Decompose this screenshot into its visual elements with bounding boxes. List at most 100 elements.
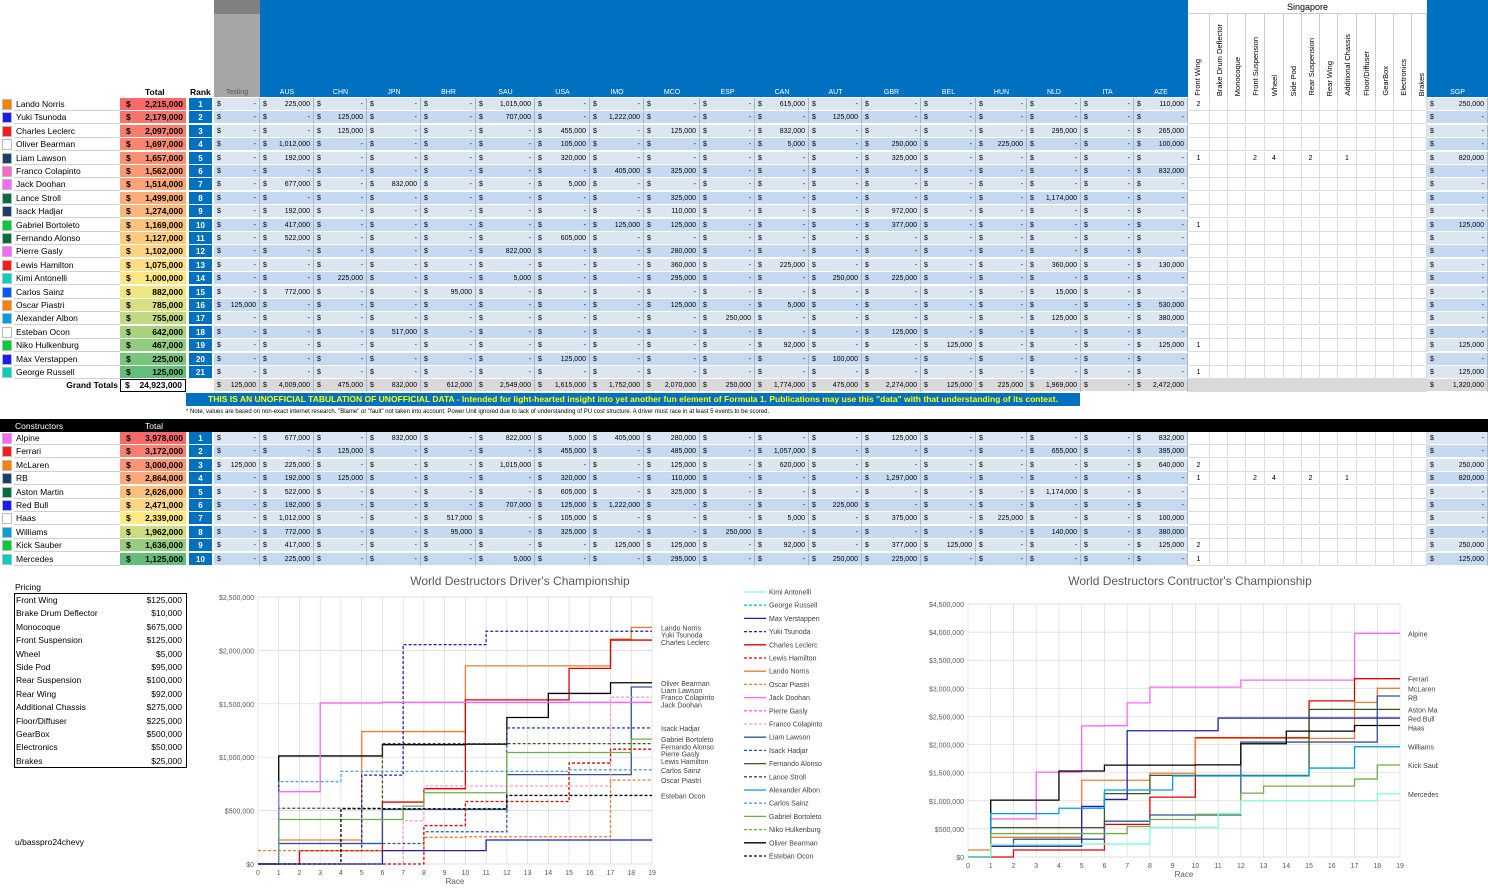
currency-symbol: $ bbox=[1137, 369, 1141, 376]
currency-symbol: $ bbox=[924, 275, 928, 283]
race-cell-value: - bbox=[748, 114, 751, 122]
currency-symbol: $ bbox=[703, 355, 707, 363]
part-count-cell bbox=[1246, 499, 1265, 512]
race-cell: $ - bbox=[476, 512, 535, 526]
part-header-label: Rear Wing bbox=[1325, 60, 1334, 96]
constructor-row[interactable]: RB $2,864,000 4 $ - $192,000 $125,000 $ - $ - $ - $32… bbox=[0, 472, 1488, 486]
race-cell: $ - bbox=[755, 245, 809, 259]
race-cell-value: - bbox=[693, 114, 696, 122]
driver-row[interactable]: Charles Leclerc $2,097,000 3 $ - $ - $125,000 $ -… bbox=[0, 124, 1488, 138]
part-count-cell bbox=[1284, 138, 1302, 152]
race-cell: $ - bbox=[921, 98, 976, 111]
part-count-cell bbox=[1302, 485, 1320, 499]
race-cell-value: - bbox=[469, 181, 472, 189]
driver-row[interactable]: Carlos Sainz $882,000 15 $ - $772,000 $ - $ - $95,… bbox=[0, 285, 1488, 299]
driver-row[interactable]: Oliver Bearman $1,697,000 4 $ - $1,012,000 $ - $… bbox=[0, 138, 1488, 152]
part-count-cell bbox=[1210, 339, 1228, 353]
race-cell-value: 250,000 bbox=[891, 141, 917, 149]
driver-row[interactable]: Kimi Antonelli $1,000,000 14 $ - $ - $225,000 $ -… bbox=[0, 272, 1488, 286]
race-cell-value: - bbox=[693, 528, 696, 536]
sgp-cell: $ - bbox=[1427, 445, 1488, 459]
driver-row[interactable]: Fernando Alonso $1,127,000 11 $ - $522,000 $ - $… bbox=[0, 232, 1488, 245]
driver-row[interactable]: Isack Hadjar $1,274,000 9 $ - $192,000 $ - $ - $ - $… bbox=[0, 205, 1488, 219]
driver-row[interactable]: Gabriel Bortoleto $1,169,000 10 $ - $417,000 $… bbox=[0, 218, 1488, 232]
part-count-cell bbox=[1394, 352, 1412, 366]
constructor-row[interactable]: Ferrari $3,172,000 2 $ - $ - $125,000 $ - $ - $ - $455… bbox=[0, 445, 1488, 459]
race-cell-value: - bbox=[855, 181, 858, 189]
race-cell: $ - bbox=[755, 151, 809, 165]
race-cell-value: - bbox=[1127, 461, 1130, 469]
constructor-row[interactable]: Red Bull $2,471,000 6 $ - $192,000 $ - $ - $ - $707,… bbox=[0, 499, 1488, 512]
constructor-row[interactable]: Williams $1,962,000 8 $ - $772,000 $ - $ - $95,000… bbox=[0, 525, 1488, 539]
part-header: Wheel bbox=[1265, 14, 1284, 98]
currency-symbol: $ bbox=[758, 127, 762, 135]
part-count-cell bbox=[1210, 138, 1228, 152]
end-label: Jack Doohan bbox=[661, 702, 702, 709]
driver-row[interactable]: Lance Stroll $1,499,000 8 $ - $ - $ - $ - $ - $ - $ - $ - $… bbox=[0, 191, 1488, 205]
team-color-swatch bbox=[2, 125, 12, 137]
constructor-row[interactable]: Mercedes $1,125,000 10 $ - $225,000 $ - $ - $ - $5,0… bbox=[0, 552, 1488, 566]
part-count-cell bbox=[1302, 552, 1320, 566]
currency-symbol: $ bbox=[979, 448, 983, 456]
currency-symbol: $ bbox=[593, 221, 597, 229]
race-cell-value: 225,000 bbox=[284, 461, 310, 469]
sgp-cell: $250,000 bbox=[1427, 539, 1488, 553]
race-cell: $ - bbox=[590, 178, 644, 192]
race-cell-value: - bbox=[360, 369, 363, 376]
race-cell: $ - bbox=[921, 472, 976, 486]
driver-row[interactable]: Oscar Piastri $785,000 16 $125,000 $ - $ - $ - $ - $… bbox=[0, 299, 1488, 312]
race-cell-value: - bbox=[1074, 515, 1077, 523]
driver-row[interactable]: Esteban Ocon $642,000 18 $ - $ - $ - $517,000 $ - $ -… bbox=[0, 325, 1488, 339]
race-cell: $ - bbox=[644, 312, 700, 326]
part-count-cell bbox=[1188, 272, 1210, 286]
race-cell: $ - bbox=[476, 539, 535, 553]
driver-row[interactable]: Franco Colapinto $1,562,000 6 $ - $ - $ - $ - $ - $ - $… bbox=[0, 165, 1488, 178]
series-line-jack-doohan bbox=[258, 701, 652, 865]
constructor-row[interactable]: Aston Martin $2,626,000 5 $ - $522,000 $ - $ - $ - $… bbox=[0, 485, 1488, 499]
race-cell: $ - bbox=[1081, 191, 1134, 205]
sgp-cell: $ - bbox=[1427, 352, 1488, 366]
driver-row[interactable]: Niko Hulkenburg $467,000 19 $ - $ - $ - $ - $ - $ - $ - $… bbox=[0, 339, 1488, 353]
race-cell-value: - bbox=[253, 194, 256, 202]
race-cell-value: - bbox=[748, 101, 751, 108]
constructor-row[interactable]: Kick Sauber $1,636,000 9 $ - $417,000 $ - $ - $ - $ -… bbox=[0, 539, 1488, 553]
constructor-row[interactable]: McLaren $3,000,000 3 $125,000 $225,000 $ - $ - $ -… bbox=[0, 458, 1488, 472]
driver-row[interactable]: Alexander Albon $755,000 17 $ - $ - $ - $ - $ - $ - $ - $… bbox=[0, 312, 1488, 326]
race-cell: $ - bbox=[214, 552, 260, 566]
race-cell-value: - bbox=[914, 127, 917, 135]
part-count-cell bbox=[1210, 151, 1228, 165]
row-total-value: 642,000 bbox=[152, 326, 183, 337]
part-count-cell bbox=[1338, 485, 1357, 499]
driver-row[interactable]: Liam Lawson $1,657,000 5 $ - $192,000 $ - $ - $ - $ -… bbox=[0, 151, 1488, 165]
constructor-row[interactable]: Haas $2,339,000 7 $ - $1,012,000 $ - $ - $517,000 $… bbox=[0, 512, 1488, 526]
driver-row[interactable]: Lewis Hamilton $1,075,000 13 $ - $ - $ - $ - $ - $ - $ -… bbox=[0, 258, 1488, 272]
race-cell: $295,000 bbox=[1027, 124, 1081, 138]
race-cell-value: - bbox=[693, 154, 696, 162]
constructor-row[interactable]: Alpine $3,978,000 1 $ - $677,000 $ - $832,000 $ - $… bbox=[0, 432, 1488, 445]
currency-symbol: $ bbox=[217, 542, 221, 550]
race-cell: $ - bbox=[590, 272, 644, 286]
end-label: Oliver Bearman bbox=[661, 681, 710, 688]
currency-symbol: $ bbox=[424, 475, 428, 483]
race-cell: $ - bbox=[976, 299, 1027, 312]
race-cell-value: 377,000 bbox=[891, 221, 917, 229]
race-cell-value: - bbox=[1074, 101, 1077, 108]
race-cell: $ - bbox=[314, 352, 367, 366]
driver-row[interactable]: Max Verstappen $225,000 20 $ - $ - $ - $ - $ - $ - $125… bbox=[0, 352, 1488, 366]
part-count-cell bbox=[1302, 299, 1320, 312]
driver-row[interactable]: Pierre Gasly $1,102,000 12 $ - $ - $ - $ - $ - $822,0… bbox=[0, 245, 1488, 259]
part-count-cell bbox=[1320, 472, 1338, 486]
legend-entry: Oliver Bearman bbox=[769, 840, 818, 847]
driver-row[interactable]: Lando Norris $2,215,000 1 $ - $225,000 $ - $ - $ - $… bbox=[0, 98, 1488, 111]
currency-symbol: $ bbox=[370, 355, 374, 363]
currency-symbol: $ bbox=[865, 248, 869, 256]
grand-total-cell-value: 125,000 bbox=[230, 382, 256, 389]
currency-symbol: $ bbox=[593, 555, 597, 563]
driver-row[interactable]: Yuki Tsunoda $2,179,000 2 $ - $ - $125,000 $ - $ - $… bbox=[0, 111, 1488, 125]
driver-row[interactable]: Jack Doohan $1,514,000 7 $ - $677,000 $ - $832,0… bbox=[0, 178, 1488, 192]
y-tick-label: $2,500,000 bbox=[929, 714, 964, 721]
driver-row[interactable]: George Russell $125,000 21 $ - $ - $ - $ - $ - $ - $ - $ -… bbox=[0, 366, 1488, 379]
race-cell-value: - bbox=[1127, 328, 1130, 336]
part-header: Floor/Diffuser bbox=[1357, 14, 1376, 98]
currency-symbol: $ bbox=[126, 433, 131, 443]
